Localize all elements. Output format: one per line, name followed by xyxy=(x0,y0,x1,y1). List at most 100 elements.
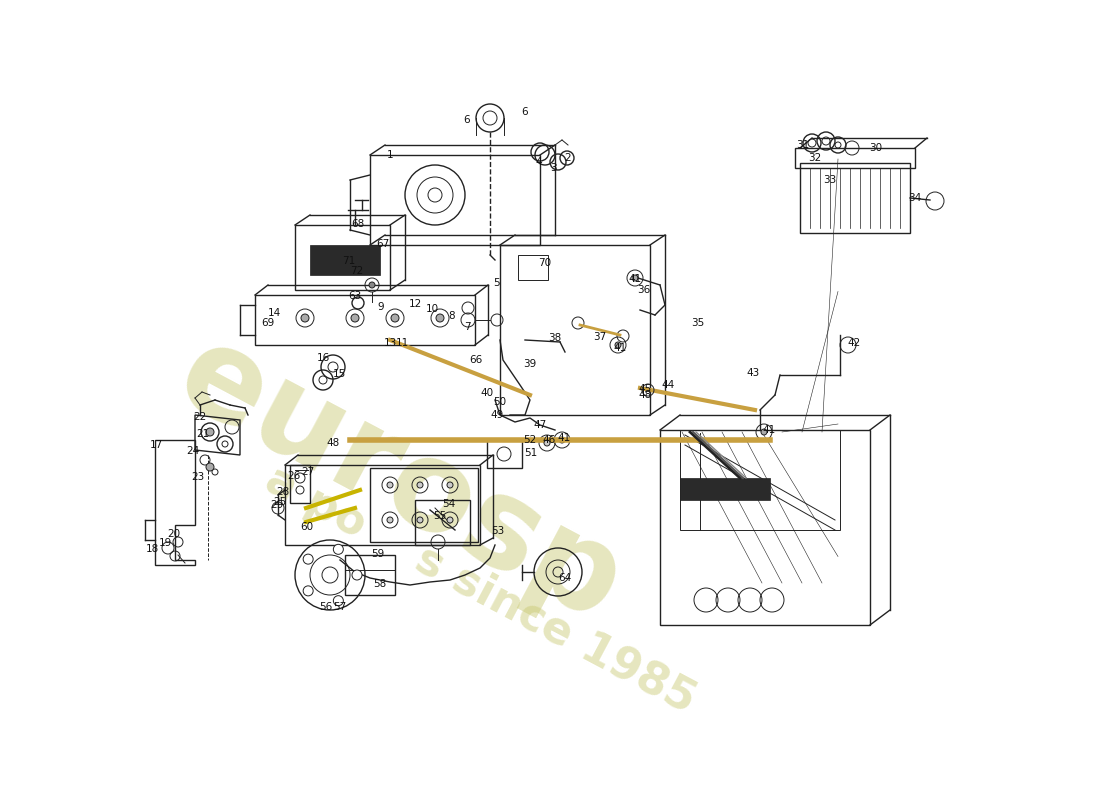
Text: 52: 52 xyxy=(524,435,537,445)
Text: 53: 53 xyxy=(492,526,505,536)
Text: 28: 28 xyxy=(276,487,289,497)
Text: 50: 50 xyxy=(494,397,507,407)
Text: 55: 55 xyxy=(433,511,447,521)
Text: 10: 10 xyxy=(426,304,439,314)
Text: 47: 47 xyxy=(534,420,547,430)
Circle shape xyxy=(206,428,214,436)
Text: 11: 11 xyxy=(395,338,408,348)
Text: 19: 19 xyxy=(158,538,172,548)
Text: 21: 21 xyxy=(197,429,210,439)
Text: 37: 37 xyxy=(593,332,606,342)
Text: eurosp: eurosp xyxy=(157,313,642,647)
Text: 35: 35 xyxy=(692,318,705,328)
Text: 41: 41 xyxy=(558,433,571,443)
Circle shape xyxy=(447,482,453,488)
Text: 8: 8 xyxy=(449,311,455,321)
Bar xyxy=(518,255,548,280)
Text: 32: 32 xyxy=(808,153,822,163)
Text: 29: 29 xyxy=(271,500,284,510)
Circle shape xyxy=(632,275,638,281)
Text: 63: 63 xyxy=(349,291,362,301)
Bar xyxy=(345,555,395,595)
Text: 14: 14 xyxy=(267,308,280,318)
Text: 1: 1 xyxy=(387,150,394,160)
Text: 24: 24 xyxy=(186,446,199,456)
Text: 71: 71 xyxy=(342,256,355,266)
Circle shape xyxy=(761,429,767,435)
Bar xyxy=(487,440,522,468)
Text: 20: 20 xyxy=(167,529,180,539)
Text: 22: 22 xyxy=(194,412,207,422)
Text: 13: 13 xyxy=(384,338,397,348)
Circle shape xyxy=(351,314,359,322)
Text: 43: 43 xyxy=(747,368,760,378)
Text: 54: 54 xyxy=(442,499,455,509)
Circle shape xyxy=(544,440,550,446)
Circle shape xyxy=(447,517,453,523)
Circle shape xyxy=(301,314,309,322)
Text: 30: 30 xyxy=(869,143,882,153)
Text: 25: 25 xyxy=(274,497,287,507)
Text: 56: 56 xyxy=(319,602,332,612)
Text: 59: 59 xyxy=(372,549,385,559)
Text: 45: 45 xyxy=(638,384,651,394)
Text: 72: 72 xyxy=(351,266,364,276)
Text: 41: 41 xyxy=(614,343,627,353)
Text: 6: 6 xyxy=(464,115,471,125)
Text: 38: 38 xyxy=(549,333,562,343)
Text: 5: 5 xyxy=(494,278,501,288)
Text: 6: 6 xyxy=(521,107,528,117)
Circle shape xyxy=(436,314,444,322)
Text: 7: 7 xyxy=(464,322,471,332)
Text: 70: 70 xyxy=(538,258,551,268)
Bar xyxy=(310,245,380,275)
Circle shape xyxy=(417,517,424,523)
Text: 34: 34 xyxy=(909,193,922,203)
Circle shape xyxy=(390,314,399,322)
Text: 39: 39 xyxy=(524,359,537,369)
Text: 51: 51 xyxy=(525,448,538,458)
Text: 68: 68 xyxy=(351,219,364,229)
Text: 18: 18 xyxy=(145,544,158,554)
Text: 66: 66 xyxy=(470,355,483,365)
Text: 3: 3 xyxy=(550,163,557,173)
Text: 41: 41 xyxy=(628,274,641,284)
Text: 48: 48 xyxy=(638,390,651,400)
Text: 69: 69 xyxy=(262,318,275,328)
Text: 4: 4 xyxy=(536,157,542,167)
Text: 33: 33 xyxy=(824,175,837,185)
Text: 46: 46 xyxy=(542,435,556,445)
Circle shape xyxy=(387,517,393,523)
Text: 67: 67 xyxy=(376,239,389,249)
Text: 31: 31 xyxy=(796,140,810,150)
Circle shape xyxy=(333,544,343,554)
Text: 36: 36 xyxy=(637,285,650,295)
Text: 60: 60 xyxy=(300,522,313,532)
Circle shape xyxy=(417,482,424,488)
Circle shape xyxy=(304,554,313,564)
Circle shape xyxy=(352,570,362,580)
Text: 17: 17 xyxy=(150,440,163,450)
Text: 48: 48 xyxy=(327,438,340,448)
Text: 15: 15 xyxy=(332,369,345,379)
Text: a po    s since 1985: a po s since 1985 xyxy=(257,458,703,722)
Bar xyxy=(415,500,470,545)
Text: 57: 57 xyxy=(333,602,346,612)
Circle shape xyxy=(206,463,214,471)
Text: 26: 26 xyxy=(287,471,300,481)
Bar xyxy=(795,148,915,168)
Bar xyxy=(800,163,910,233)
Circle shape xyxy=(387,482,393,488)
Text: 23: 23 xyxy=(191,472,205,482)
Circle shape xyxy=(559,437,565,443)
Text: 16: 16 xyxy=(317,353,330,363)
Text: 49: 49 xyxy=(491,410,504,420)
Text: 2: 2 xyxy=(564,153,571,163)
Circle shape xyxy=(368,282,375,288)
Text: 40: 40 xyxy=(481,388,494,398)
Text: 44: 44 xyxy=(661,380,674,390)
Text: 9: 9 xyxy=(377,302,384,312)
Text: 12: 12 xyxy=(408,299,421,309)
Text: 27: 27 xyxy=(301,467,315,477)
Text: 41: 41 xyxy=(762,425,776,435)
